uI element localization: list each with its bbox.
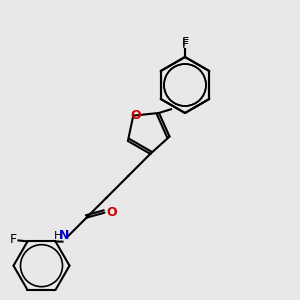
Text: H: H	[54, 231, 63, 241]
Text: O: O	[106, 206, 117, 219]
Text: F: F	[182, 37, 189, 50]
Text: N: N	[59, 229, 70, 242]
Text: F: F	[10, 233, 17, 246]
Text: F: F	[182, 38, 189, 52]
Text: O: O	[130, 109, 141, 122]
